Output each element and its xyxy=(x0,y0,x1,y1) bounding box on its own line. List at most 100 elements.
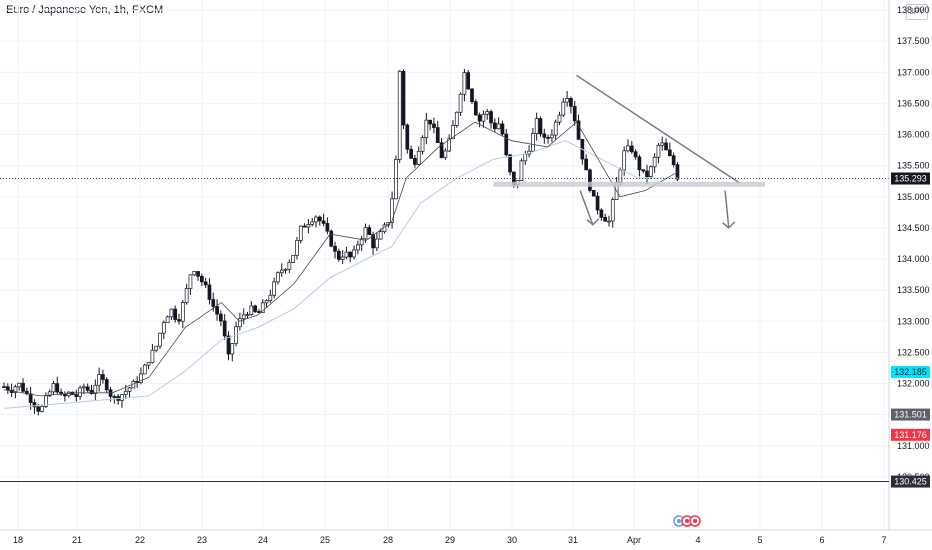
candle-body xyxy=(390,198,394,223)
candle-body xyxy=(310,221,315,225)
candle-body xyxy=(211,299,216,307)
candle-body xyxy=(648,166,653,178)
candle-body xyxy=(618,169,623,183)
candle-body xyxy=(321,220,326,224)
currency-label[interactable]: JPY xyxy=(906,4,928,20)
candle-body xyxy=(78,387,82,397)
candle-body xyxy=(196,271,200,277)
candle-body xyxy=(405,124,410,150)
candle-body xyxy=(595,195,600,211)
candle-body xyxy=(207,284,212,300)
x-tick-label: 5 xyxy=(757,535,762,545)
x-tick-label: 24 xyxy=(258,535,268,545)
candle-body xyxy=(329,230,334,247)
event-icon-dot xyxy=(685,519,689,523)
candle-body xyxy=(470,88,474,103)
candle-body xyxy=(306,224,311,228)
candle-body xyxy=(667,149,672,157)
grid-lines xyxy=(0,0,889,530)
candle-body xyxy=(622,150,627,171)
candle-body xyxy=(413,158,417,165)
candle-body xyxy=(565,98,569,103)
candle-body xyxy=(249,305,254,315)
x-tick-label: 7 xyxy=(881,535,886,545)
candle-body xyxy=(146,362,151,366)
candle-body xyxy=(671,155,676,165)
candle-body xyxy=(66,391,71,397)
candle-body xyxy=(165,316,170,323)
candle-body xyxy=(264,300,269,304)
candle-body xyxy=(428,119,432,125)
candle-body xyxy=(424,119,429,138)
candle-body xyxy=(610,199,615,222)
x-tick-label: 18 xyxy=(13,535,23,545)
x-tick-label: 21 xyxy=(72,535,82,545)
candle-body xyxy=(637,156,642,171)
candle-body xyxy=(561,101,566,116)
candle-body xyxy=(504,133,509,156)
x-tick-label: 25 xyxy=(320,535,330,545)
candle-body xyxy=(607,220,611,223)
candle-body xyxy=(432,123,436,128)
candle-body xyxy=(241,314,246,320)
price-badge xyxy=(891,475,930,488)
candle-body xyxy=(584,158,588,171)
candle-body xyxy=(492,122,497,130)
candle-body xyxy=(89,390,94,394)
candle-body xyxy=(192,271,197,276)
candle-body xyxy=(200,275,204,283)
x-tick-label: 4 xyxy=(695,535,700,545)
candle-body xyxy=(5,386,10,391)
candle-body xyxy=(268,294,273,301)
candle-body xyxy=(557,114,562,123)
candle-body xyxy=(523,153,528,162)
candle-body xyxy=(40,405,44,412)
candle-body xyxy=(238,318,242,328)
arrow-shaft xyxy=(579,190,594,226)
y-tick-label: 137.500 xyxy=(897,36,930,46)
candle-body xyxy=(253,305,257,312)
arrow-shaft xyxy=(724,190,730,228)
y-tick-label: 134.500 xyxy=(897,223,930,233)
candle-body xyxy=(664,142,668,151)
candle-body xyxy=(626,145,630,152)
candle-body xyxy=(173,308,178,320)
candle-body xyxy=(443,150,448,159)
candle-body xyxy=(378,231,383,240)
candle-body xyxy=(93,384,98,394)
candle-body xyxy=(161,322,166,334)
candle-body xyxy=(340,256,345,260)
y-tick-label: 134.000 xyxy=(897,254,930,264)
y-tick-label: 132.000 xyxy=(897,379,930,389)
candle-body xyxy=(85,386,90,391)
y-tick-label: 135.500 xyxy=(897,161,930,171)
candle-body xyxy=(645,170,649,178)
candle-body xyxy=(230,343,235,355)
candle-body xyxy=(519,160,524,181)
candle-body xyxy=(409,148,413,159)
candle-body xyxy=(538,118,543,135)
candle-body xyxy=(184,288,189,304)
moving-averages xyxy=(3,121,679,409)
candle-body xyxy=(283,268,288,271)
candle-body xyxy=(325,223,330,232)
candle-body xyxy=(599,209,604,218)
candle-body xyxy=(21,382,25,392)
x-tick-label: 6 xyxy=(819,535,824,545)
candle-body xyxy=(641,169,646,172)
price-badge-label: 131.501 xyxy=(894,410,927,420)
candle-body xyxy=(352,249,356,258)
ma-fast-line xyxy=(3,121,679,397)
candle-body xyxy=(359,238,364,246)
trendline xyxy=(576,74,741,184)
candle-body xyxy=(451,125,455,140)
candle-body xyxy=(454,111,459,126)
candle-body xyxy=(333,245,337,252)
candle-body xyxy=(363,227,368,240)
candle-body xyxy=(154,345,159,351)
candle-body xyxy=(439,142,444,159)
x-tick-label: 22 xyxy=(135,535,145,545)
event-icon-dot xyxy=(693,519,697,523)
candle-body xyxy=(420,137,425,152)
